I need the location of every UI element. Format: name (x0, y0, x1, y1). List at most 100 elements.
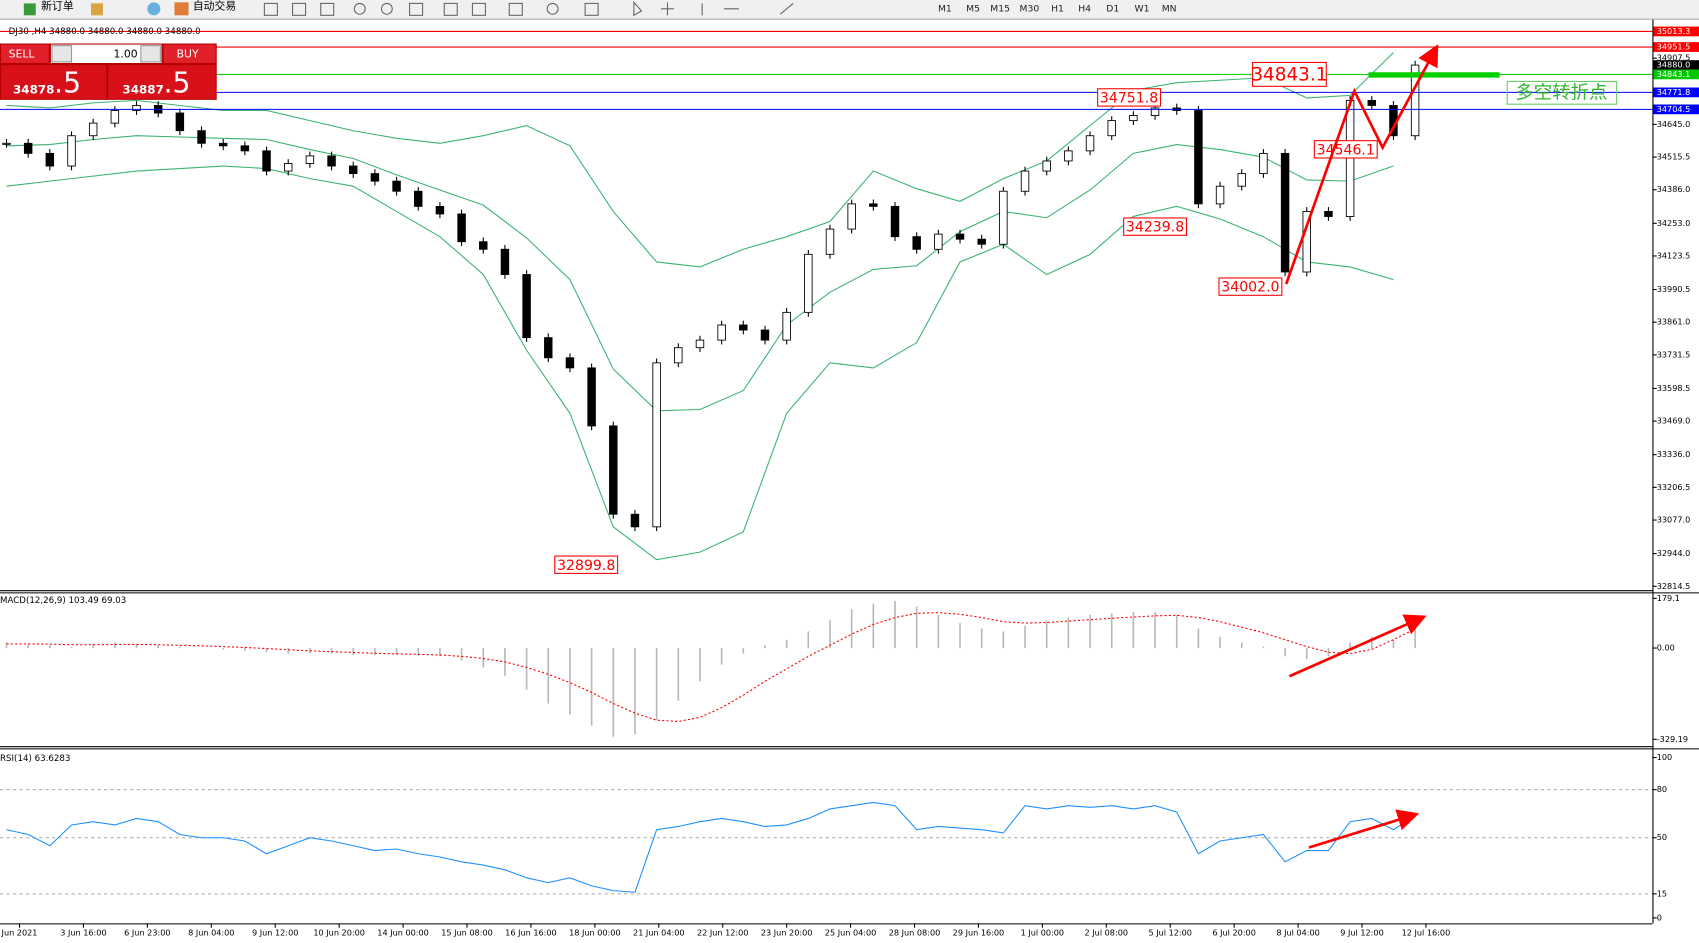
x-tick-label: 3 Jun 16:00 (60, 928, 106, 938)
candle (1042, 160, 1051, 172)
y-tick-label: 33469.0 (1657, 416, 1691, 426)
buy-fraction: .5 (164, 67, 191, 100)
candle (45, 152, 55, 167)
candle (999, 190, 1008, 245)
buy-price: 34887 (122, 83, 163, 97)
y-tick-label: 15 (1657, 888, 1667, 898)
timeframe-button[interactable]: M1 (938, 3, 952, 14)
bollinger-lower (6, 165, 1394, 561)
icon[interactable] (91, 3, 103, 16)
x-tick-label: Jun 2021 (1, 928, 38, 938)
x-tick-label: 8 Jul 04:00 (1276, 928, 1319, 938)
annotation-text: 多空转折点 (1515, 82, 1607, 103)
sell-price-box[interactable] (1, 65, 107, 99)
x-tick-label: 9 Jun 12:00 (252, 928, 298, 938)
price-label-box (1097, 88, 1162, 107)
x-tick-label: 15 Jun 08:00 (441, 928, 493, 938)
candle (262, 150, 271, 172)
volume-input[interactable]: 1.00 (113, 47, 137, 60)
x-tick-label: 6 Jul 20:00 (1212, 928, 1255, 938)
price-level-tag (1653, 26, 1699, 37)
candle (392, 180, 401, 192)
price-level-label: 34843.1 (1657, 69, 1691, 79)
auto-trading-button[interactable]: 自动交易 (193, 0, 236, 13)
timeframes[interactable]: M1 M5 M15 M30 H1 H4 D1 W1 MN (938, 3, 1177, 14)
plot-area: 34907.5 34645.0 34515.5 34386.0 34253.0 34123… (0, 26, 1699, 938)
candle (457, 213, 466, 243)
y-tick-label: 34907.5 (1657, 53, 1691, 63)
x-tick-label: 22 Jun 12:00 (697, 928, 749, 938)
timeframe-button[interactable]: H4 (1078, 3, 1091, 14)
price-level-label: 34951.5 (1657, 42, 1691, 52)
x-tick-label: 25 Jun 04:00 (825, 928, 877, 938)
candle (652, 362, 661, 528)
x-tick-label: 28 Jun 08:00 (889, 928, 941, 938)
sell-label[interactable]: SELL (9, 47, 35, 60)
candle (435, 205, 445, 215)
sell-button[interactable] (1, 44, 49, 64)
annotation-box (1506, 80, 1618, 105)
y-tick-label: 34515.5 (1657, 152, 1691, 162)
price-label: 34239.8 (1126, 220, 1184, 236)
buy-label[interactable]: BUY (177, 47, 199, 60)
trade-panel: SELL 1.00 BUY 34878 .5 34887 .5 (0, 43, 217, 100)
candle (305, 155, 315, 164)
timeframe-button[interactable]: MN (1162, 3, 1177, 14)
candle (500, 248, 510, 275)
candle (1194, 110, 1203, 205)
x-tick-label: 9 Jul 12:00 (1340, 928, 1383, 938)
candle (890, 205, 900, 238)
timeframe-button[interactable]: H1 (1051, 3, 1064, 14)
y-tick-label: 34123.5 (1657, 250, 1691, 260)
candle (587, 367, 596, 427)
volume-up[interactable] (140, 45, 161, 63)
volume-down[interactable] (51, 45, 73, 63)
candle (955, 233, 965, 240)
new-order-button[interactable]: 新订单 (41, 0, 74, 13)
price-label-box (554, 555, 619, 574)
y-tick-label: 32814.5 (1657, 581, 1691, 591)
y-tick-label: 34645.0 (1657, 119, 1691, 129)
candle (825, 228, 835, 255)
candle (1064, 150, 1073, 162)
candle (1324, 211, 1333, 217)
candle (630, 513, 640, 528)
timeframe-button[interactable]: M5 (966, 3, 980, 14)
x-tick-label: 14 Jun 00:00 (377, 928, 429, 938)
timeframe-button[interactable]: W1 (1135, 3, 1150, 14)
candle (804, 253, 813, 313)
price-label: 32899.8 (557, 558, 615, 574)
price-label-box (1313, 140, 1378, 159)
candle (1107, 120, 1116, 137)
candle (1129, 115, 1138, 122)
timeframe-button[interactable]: M30 (1020, 3, 1040, 14)
new-order-icon[interactable] (23, 3, 36, 16)
candle (717, 324, 726, 341)
x-tick-label: 8 Jun 04:00 (188, 928, 234, 938)
rsi-title: RSI(14) 63.6283 (0, 754, 70, 764)
x-tick-label: 12 Jul 16:00 (1402, 928, 1451, 938)
sell-fraction: .5 (54, 67, 81, 100)
icon[interactable] (147, 2, 161, 16)
candle (370, 173, 380, 182)
auto-trading-icon[interactable] (174, 2, 189, 16)
price-level-label: 35013.3 (1657, 26, 1691, 36)
timeframe-button[interactable]: M15 (990, 3, 1010, 14)
x-tick-label: 10 Jun 20:00 (313, 928, 365, 938)
candle (695, 339, 705, 349)
timeframe-button[interactable]: D1 (1106, 3, 1119, 14)
buy-button[interactable] (163, 44, 216, 64)
price-level-tag (1653, 60, 1699, 70)
candle (283, 163, 293, 172)
bollinger-middle (6, 135, 1394, 412)
candle (1020, 170, 1030, 192)
candle (739, 324, 748, 331)
toolbar-icons[interactable] (263, 0, 794, 17)
candle (110, 110, 120, 124)
buy-price-box[interactable] (108, 65, 216, 99)
price-level-tag (1653, 104, 1699, 115)
candle (565, 357, 575, 369)
candle (88, 122, 98, 137)
y-tick-label: 34386.0 (1657, 184, 1691, 194)
